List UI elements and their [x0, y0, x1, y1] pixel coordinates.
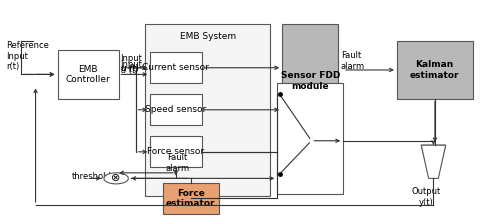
FancyBboxPatch shape [277, 83, 343, 194]
FancyBboxPatch shape [282, 24, 338, 139]
FancyBboxPatch shape [150, 94, 202, 125]
Text: ⊗: ⊗ [111, 173, 121, 183]
Text: EMB System: EMB System [180, 32, 236, 41]
FancyBboxPatch shape [145, 24, 270, 196]
FancyBboxPatch shape [150, 136, 202, 167]
FancyBboxPatch shape [57, 50, 118, 99]
Text: Output
y(t): Output y(t) [411, 187, 441, 207]
Circle shape [104, 173, 128, 184]
FancyBboxPatch shape [163, 183, 218, 214]
Text: Speed sensor: Speed sensor [145, 105, 207, 114]
Text: u (t): u (t) [120, 64, 138, 73]
Text: Fault
alarm: Fault alarm [165, 153, 189, 173]
Text: Force sensor: Force sensor [147, 147, 204, 156]
FancyBboxPatch shape [397, 41, 472, 99]
Polygon shape [421, 145, 446, 178]
Text: u (t): u (t) [120, 66, 138, 75]
Text: Reference
Input
r(t): Reference Input r(t) [6, 41, 49, 71]
FancyBboxPatch shape [150, 52, 202, 83]
Text: EMB
Controller: EMB Controller [66, 65, 110, 84]
Text: Current sensor: Current sensor [142, 63, 209, 72]
Text: threshold: threshold [72, 172, 112, 181]
Polygon shape [421, 145, 446, 174]
Text: Sensor FDD
module: Sensor FDD module [280, 71, 340, 91]
Text: Force
estimator: Force estimator [166, 189, 216, 208]
Text: Fault
alarm: Fault alarm [341, 52, 365, 71]
Text: Input
u (t): Input u (t) [120, 54, 142, 73]
Text: Input: Input [120, 60, 142, 69]
Text: Kalman
estimator: Kalman estimator [410, 60, 460, 80]
